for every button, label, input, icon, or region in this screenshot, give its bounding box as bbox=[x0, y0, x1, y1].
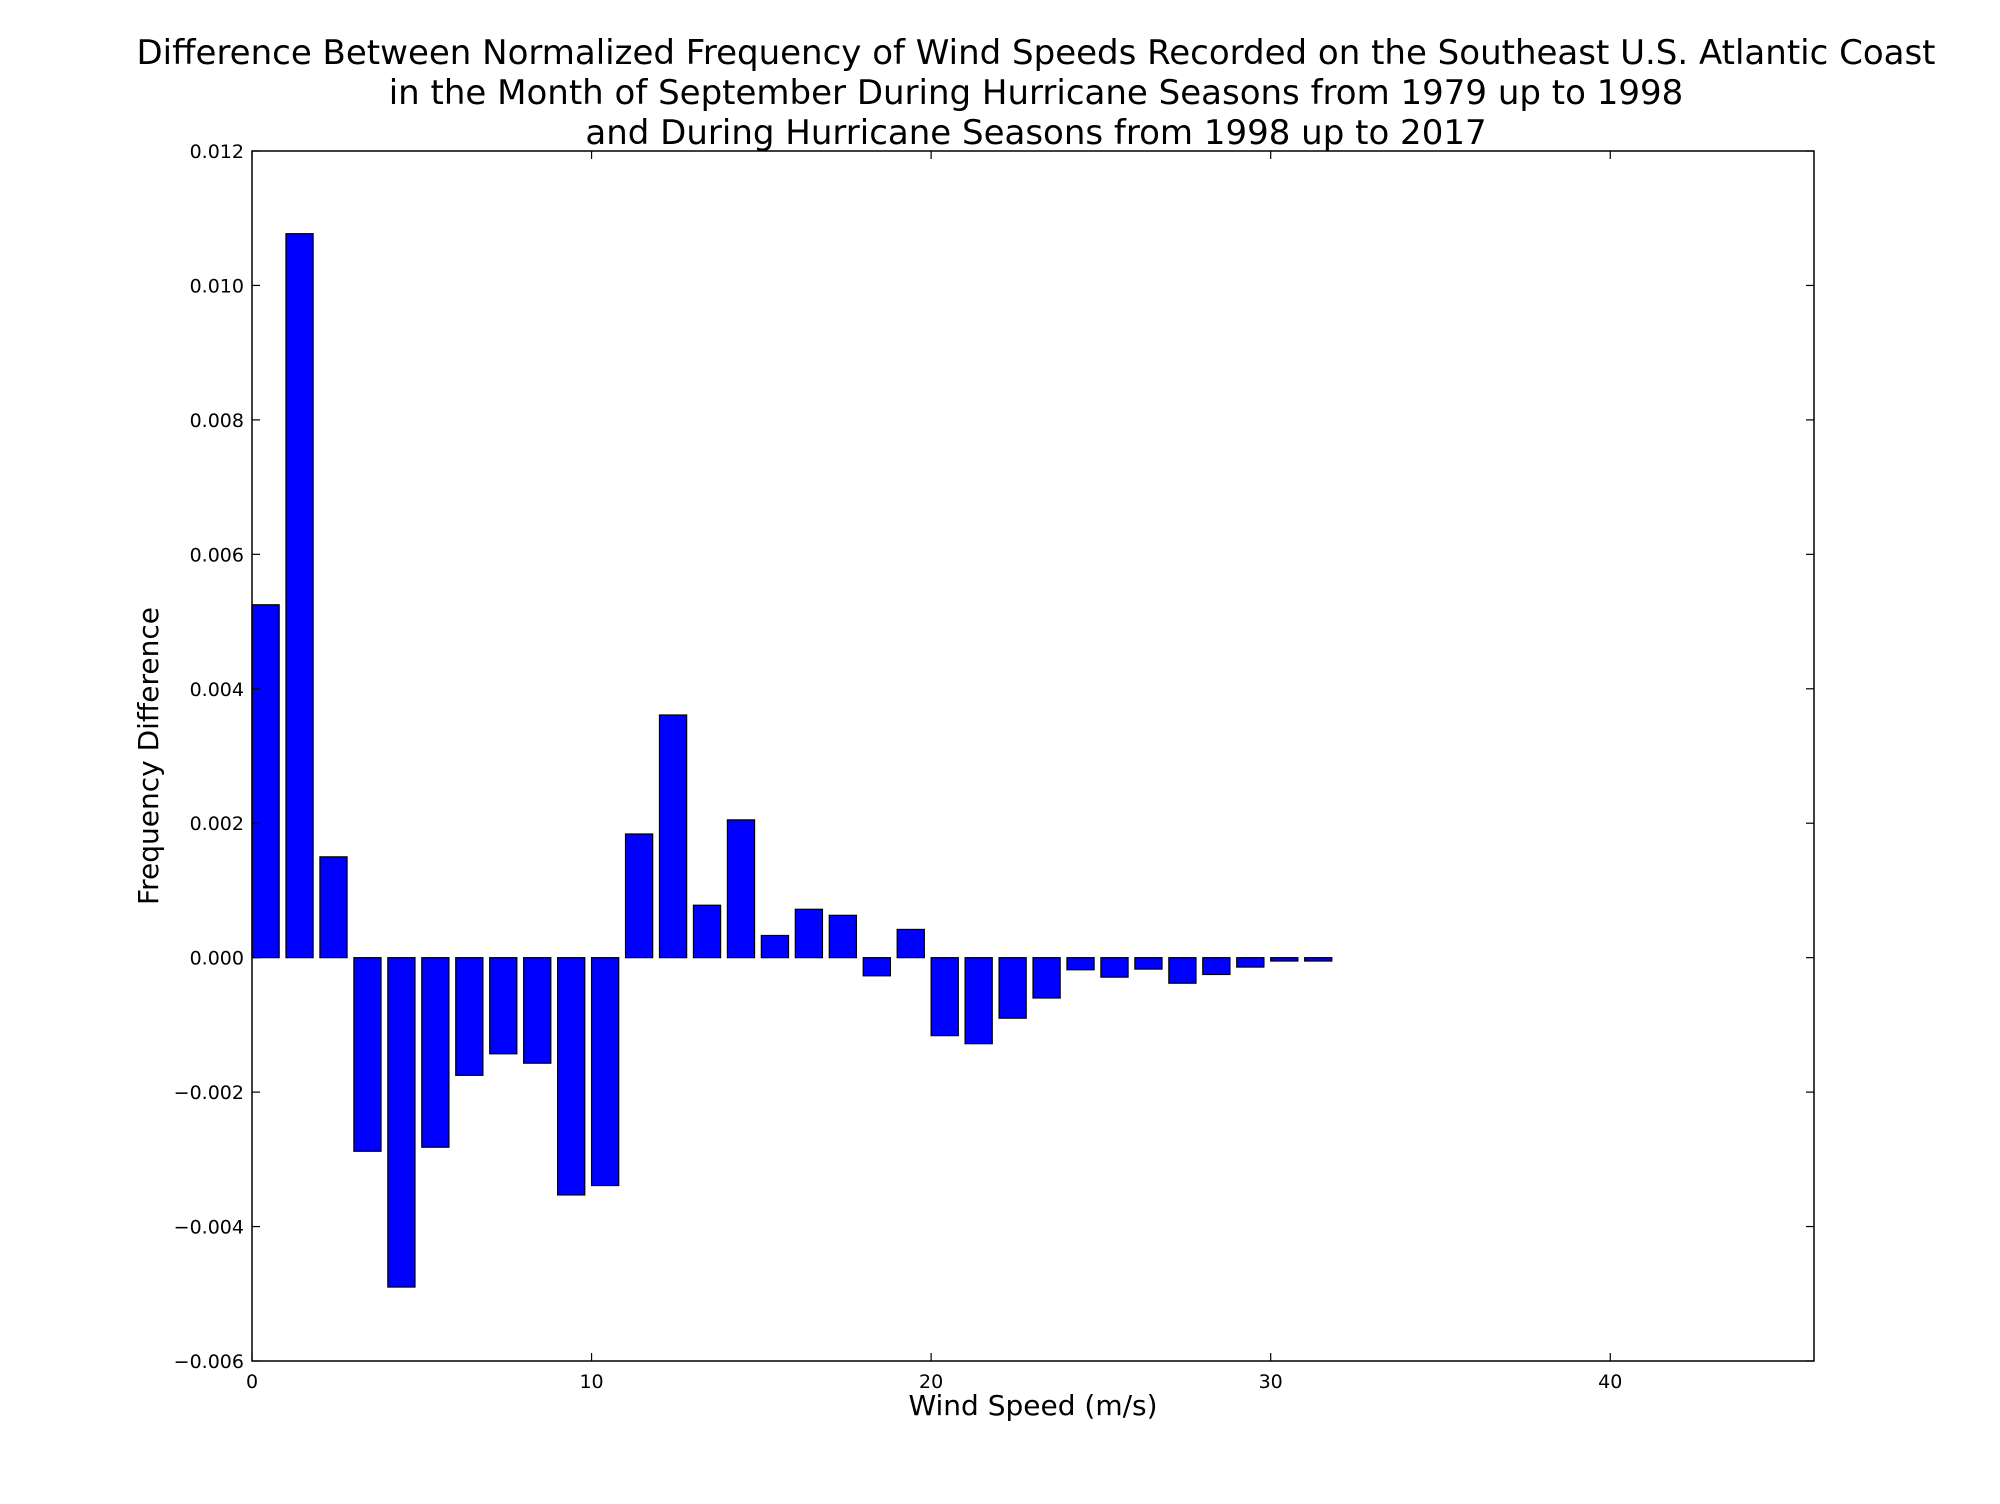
ticks-layer: 0 10 20 30 40 −0.006 −0.004 −0.002 0.000 0.002 0.0… bbox=[174, 141, 1814, 1393]
y-tick-label-3: 0.000 bbox=[190, 948, 244, 970]
bar-21 bbox=[964, 957, 993, 1045]
plot-frame bbox=[251, 150, 1815, 1362]
bar-27 bbox=[1168, 957, 1197, 984]
bars-layer bbox=[251, 233, 1333, 1288]
bar-24 bbox=[1066, 957, 1095, 971]
y-tick-label-4: 0.002 bbox=[190, 813, 244, 835]
y-tick-label-0: −0.006 bbox=[174, 1351, 244, 1373]
y-tick-label-7: 0.008 bbox=[190, 410, 244, 432]
bar-15 bbox=[760, 934, 790, 959]
bar-20 bbox=[930, 957, 959, 1037]
bar-12 bbox=[658, 714, 688, 959]
x-tick-label-0: 0 bbox=[246, 1371, 258, 1393]
y-tick-label-6: 0.006 bbox=[190, 544, 244, 566]
bar-16 bbox=[794, 908, 824, 959]
y-axis-label: Frequency Difference bbox=[132, 607, 165, 905]
bar-7 bbox=[489, 957, 518, 1055]
bar-22 bbox=[998, 957, 1027, 1019]
bar-18 bbox=[862, 957, 891, 977]
bar-31 bbox=[1304, 957, 1333, 962]
bar-5 bbox=[421, 957, 450, 1148]
x-tick-label-10: 10 bbox=[579, 1371, 603, 1393]
bar-28 bbox=[1202, 957, 1231, 976]
y-tick-label-5: 0.004 bbox=[190, 679, 244, 701]
bar-6 bbox=[455, 957, 484, 1076]
bar-25 bbox=[1100, 957, 1129, 978]
x-tick-label-20: 20 bbox=[919, 1371, 943, 1393]
bar-14 bbox=[726, 819, 756, 959]
bar-2 bbox=[319, 856, 348, 959]
bar-29 bbox=[1236, 957, 1265, 968]
y-tick-label-1: −0.004 bbox=[174, 1217, 244, 1239]
x-tick-label-40: 40 bbox=[1598, 1371, 1622, 1393]
chart-title-line-2: in the Month of September During Hurrica… bbox=[389, 73, 1684, 113]
bar-0 bbox=[251, 604, 280, 959]
bar-17 bbox=[828, 914, 858, 959]
bar-3 bbox=[353, 957, 382, 1152]
y-tick-label-2: −0.002 bbox=[174, 1082, 244, 1104]
bar-1 bbox=[285, 233, 314, 959]
bar-10 bbox=[590, 957, 620, 1187]
bar-30 bbox=[1270, 957, 1299, 962]
x-axis-label: Wind Speed (m/s) bbox=[908, 1389, 1157, 1422]
bar-26 bbox=[1134, 957, 1163, 970]
bar-8 bbox=[523, 957, 552, 1064]
bar-23 bbox=[1032, 957, 1061, 999]
y-tick-label-9: 0.012 bbox=[190, 141, 244, 163]
bar-13 bbox=[692, 904, 722, 959]
bar-19 bbox=[896, 928, 925, 959]
bar-9 bbox=[557, 957, 586, 1196]
chart-title-line-1: Difference Between Normalized Frequency … bbox=[136, 33, 1935, 73]
x-tick-label-30: 30 bbox=[1259, 1371, 1283, 1393]
chart-title-line-3: and During Hurricane Seasons from 1998 u… bbox=[585, 113, 1486, 153]
y-tick-label-8: 0.010 bbox=[190, 275, 244, 297]
bar-4 bbox=[387, 957, 416, 1288]
bar-11 bbox=[624, 833, 654, 959]
